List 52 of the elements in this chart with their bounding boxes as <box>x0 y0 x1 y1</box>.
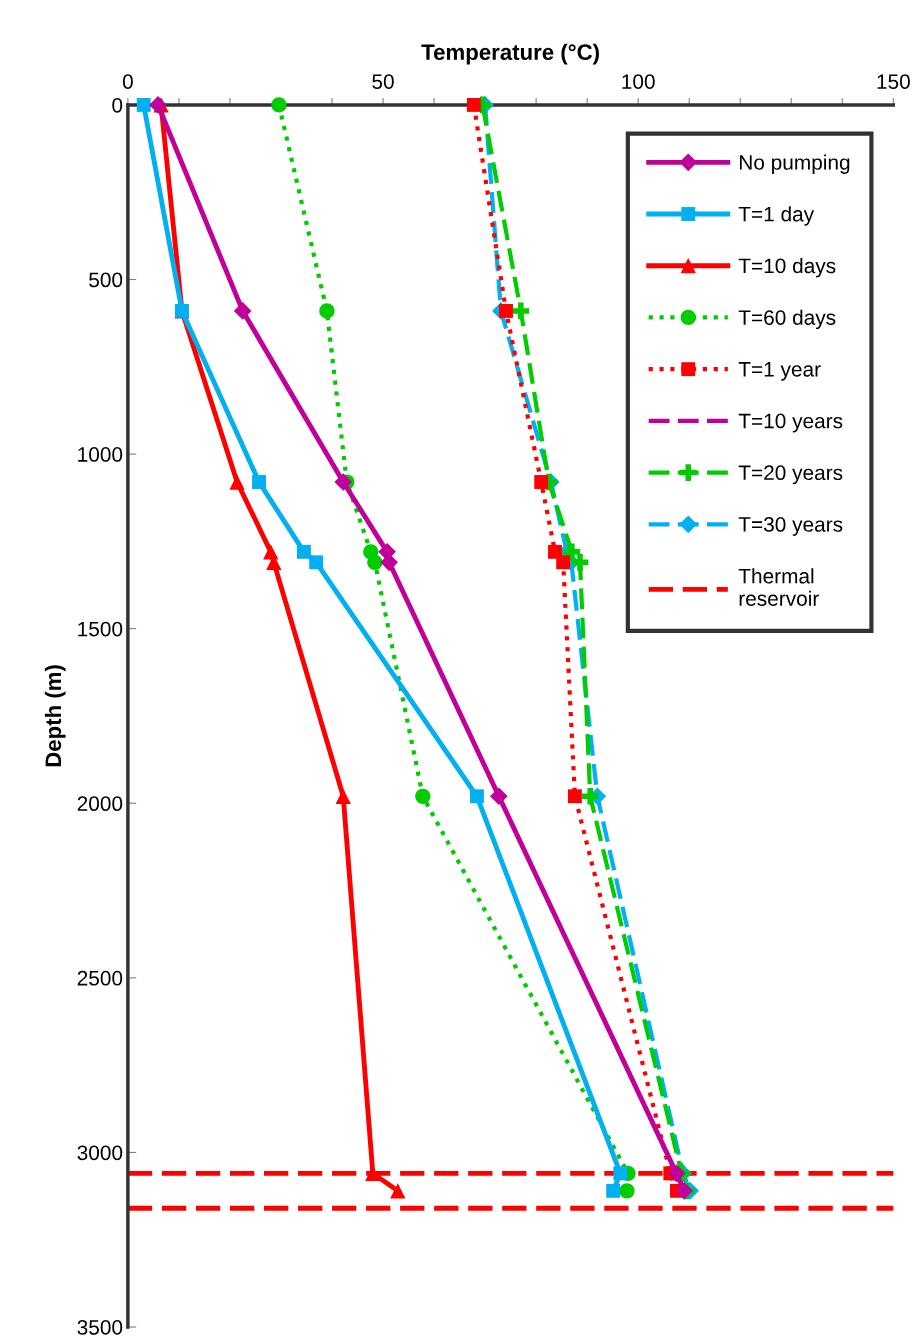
y-tick-label: 3000 <box>77 1145 123 1161</box>
y-tick-label: 1000 <box>78 447 123 462</box>
legend-label: T=10 days <box>738 257 836 278</box>
x-axis-title: Temperature (°C) <box>421 43 599 65</box>
legend-label: T=10 years <box>738 413 843 433</box>
point <box>319 303 335 319</box>
x-tick-label: 100 <box>622 74 655 89</box>
point <box>567 789 582 804</box>
point <box>619 1183 635 1199</box>
point <box>667 1164 686 1183</box>
y-tick-label: 0 <box>112 97 123 113</box>
point <box>606 1183 621 1198</box>
y-tick-label: 3500 <box>77 1320 123 1335</box>
x-tick-label: 150 <box>877 74 910 89</box>
y-tick-label: 1500 <box>78 621 123 637</box>
point <box>571 554 589 571</box>
point <box>252 475 266 489</box>
point <box>335 788 351 804</box>
legend-label: T=30 years <box>738 517 843 536</box>
point <box>512 302 530 320</box>
point <box>296 544 311 559</box>
point <box>469 789 484 804</box>
point <box>229 474 245 490</box>
point <box>581 787 599 805</box>
point <box>390 1183 406 1199</box>
legend-label: T=60 days <box>738 309 836 330</box>
y-tick-label: 2000 <box>77 796 123 812</box>
point <box>490 787 508 806</box>
point <box>149 96 167 114</box>
point <box>309 555 324 570</box>
legend-label: T=20 years <box>738 465 843 485</box>
point <box>499 303 513 318</box>
point <box>415 788 431 804</box>
y-tick-label: 500 <box>89 272 123 288</box>
x-tick-label: 0 <box>122 74 133 89</box>
point <box>556 555 571 570</box>
point <box>233 302 252 320</box>
y-tick-label: 2500 <box>77 970 123 986</box>
legend-label: Thermal reservoir <box>738 568 819 606</box>
point <box>466 97 481 112</box>
point <box>136 97 151 112</box>
y-axis-title: Depth (m) <box>44 665 66 767</box>
legend-label: T=1 day <box>738 206 815 226</box>
point <box>334 473 353 491</box>
point <box>367 554 383 570</box>
point <box>271 97 287 113</box>
point <box>534 475 549 489</box>
legend-label: T=1 year <box>738 362 821 381</box>
legend-label: No pumping <box>739 154 850 174</box>
point <box>563 543 581 561</box>
x-tick-label: 50 <box>372 74 394 89</box>
point <box>613 1166 628 1181</box>
